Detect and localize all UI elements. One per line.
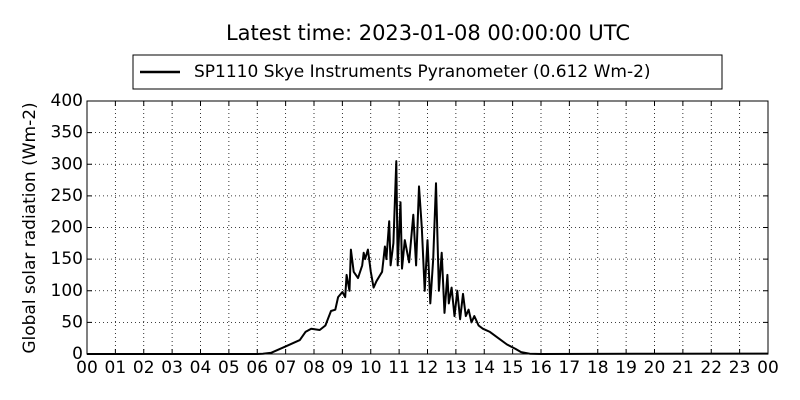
y-tick-label: 400 bbox=[51, 91, 83, 111]
x-tick-label: 05 bbox=[218, 358, 240, 378]
x-tick-label: 06 bbox=[246, 358, 268, 378]
x-tick-label: 15 bbox=[502, 358, 524, 378]
y-tick-label: 300 bbox=[51, 154, 83, 174]
x-tick-label: 19 bbox=[615, 358, 637, 378]
x-tick-label: 02 bbox=[133, 358, 155, 378]
chart-title: Latest time: 2023-01-08 00:00:00 UTC bbox=[226, 21, 630, 45]
y-tick-label: 150 bbox=[51, 249, 83, 269]
y-tick-label: 200 bbox=[51, 218, 83, 238]
x-tick-label: 00 bbox=[76, 358, 98, 378]
y-axis-label: Global solar radiation (Wm-2) bbox=[20, 102, 40, 353]
x-tick-label: 01 bbox=[105, 358, 127, 378]
legend-box bbox=[132, 54, 723, 90]
x-tick-label: 07 bbox=[275, 358, 297, 378]
x-tick-label: 14 bbox=[473, 358, 495, 378]
x-tick-label: 20 bbox=[644, 358, 666, 378]
x-tick-label: 12 bbox=[417, 358, 439, 378]
x-tick-label: 23 bbox=[729, 358, 751, 378]
x-tick-label: 16 bbox=[530, 358, 552, 378]
y-tick-label: 0 bbox=[72, 344, 83, 364]
y-tick-label: 50 bbox=[61, 312, 83, 332]
x-tick-label: 11 bbox=[388, 358, 410, 378]
x-tick-label: 03 bbox=[161, 358, 183, 378]
plot-frame bbox=[86, 100, 769, 355]
x-tick-label: 04 bbox=[190, 358, 212, 378]
x-tick-label: 18 bbox=[587, 358, 609, 378]
x-tick-label: 00 bbox=[757, 358, 779, 378]
x-tick-label: 17 bbox=[559, 358, 581, 378]
x-tick-label: 09 bbox=[332, 358, 354, 378]
y-tick-label: 100 bbox=[51, 281, 83, 301]
x-tick-label: 13 bbox=[445, 358, 467, 378]
x-tick-label: 10 bbox=[360, 358, 382, 378]
x-tick-label: 08 bbox=[303, 358, 325, 378]
y-tick-label: 350 bbox=[51, 123, 83, 143]
x-tick-label: 22 bbox=[700, 358, 722, 378]
data-line bbox=[87, 160, 769, 355]
legend-label: SP1110 Skye Instruments Pyranometer (0.6… bbox=[194, 62, 651, 82]
x-tick-label: 21 bbox=[672, 358, 694, 378]
y-tick-label: 250 bbox=[51, 186, 83, 206]
